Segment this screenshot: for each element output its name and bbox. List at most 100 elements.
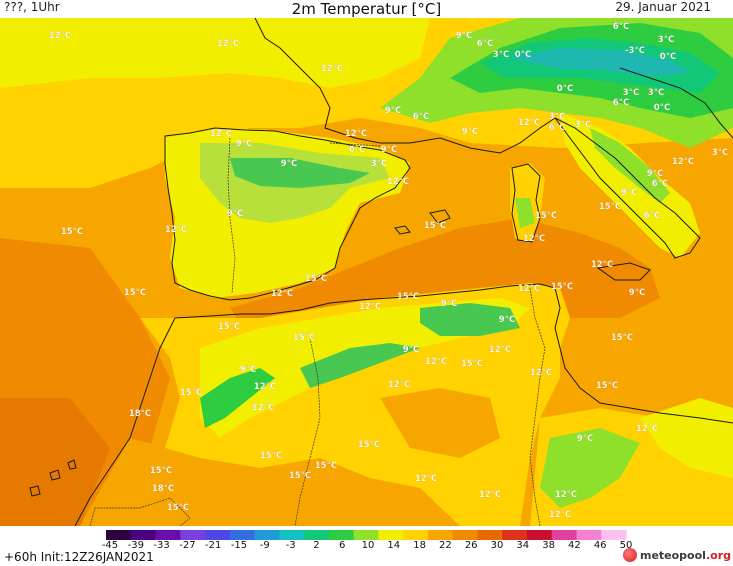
- logo-text: meteopool.org: [640, 549, 731, 562]
- chart-header: ???, 1Uhr 2m Temperatur [°C] 29. Januar …: [0, 0, 733, 18]
- map-title: 2m Temperatur [°C]: [291, 0, 442, 18]
- temperature-label: 12°C: [271, 289, 293, 299]
- temperature-label: 12°C: [518, 284, 540, 294]
- alps-coldest-zone: [510, 48, 690, 76]
- temperature-label: 0°C: [557, 84, 573, 94]
- temperature-label: 15°C: [461, 359, 483, 369]
- scale-tick-label: -33: [153, 540, 170, 551]
- temperature-label: 12°C: [217, 39, 239, 49]
- scale-swatch: [601, 530, 627, 540]
- temperature-label: 12°C: [672, 157, 694, 167]
- atlas-cold-central: [300, 343, 420, 388]
- logo-suffix: .org: [705, 548, 731, 562]
- coastlines: [29, 18, 733, 526]
- temperature-label: 9°C: [240, 365, 256, 375]
- temperature-label: 0°C: [515, 50, 531, 60]
- temperature-label: 12°C: [387, 177, 409, 187]
- tunisia-libya-border: [529, 287, 546, 526]
- temperature-label: 3°C: [493, 50, 509, 60]
- pyrenees-border: [329, 142, 381, 147]
- scale-tick-label: 18: [413, 540, 426, 551]
- italy-apennines: [590, 128, 670, 203]
- east-yellow-zone: [640, 398, 733, 478]
- scale-tick-label: -9: [259, 540, 270, 551]
- scale-tick-label: 10: [361, 540, 375, 551]
- temperature-label: 6°C: [644, 211, 660, 221]
- scale-swatch: [279, 530, 305, 540]
- temperature-map: 12°C 12°C 12°C 9°C 6°C 3°C 0°C 6°C 3°C -3°C 0°C 0°C…: [0, 18, 733, 526]
- iberia-coastline: [164, 127, 411, 301]
- temperature-label: 6°C: [349, 145, 365, 155]
- meteopool-logo[interactable]: meteopool.org: [622, 546, 731, 564]
- temperature-label: 12°C: [254, 382, 276, 392]
- scale-swatch: [254, 530, 280, 540]
- temperature-label: 6°C: [477, 39, 493, 49]
- temperature-label: 15°C: [305, 274, 327, 284]
- sardinia-coastline: [511, 163, 541, 243]
- scale-tick-label: 22: [439, 540, 452, 551]
- france-coastline: [254, 18, 556, 154]
- scale-tick-label: -45: [101, 540, 119, 551]
- scale-tick-label: 46: [593, 540, 607, 551]
- temperature-label: 15°C: [611, 333, 633, 343]
- temperature-label: 6°C: [549, 123, 565, 133]
- temperature-label: 9°C: [281, 159, 297, 169]
- scale-tick-label: -21: [205, 540, 222, 551]
- scale-swatch: [427, 530, 454, 540]
- logo-brand: meteopool: [639, 548, 706, 562]
- temperature-label: 15°C: [124, 288, 146, 298]
- scale-tick-label: 42: [568, 540, 581, 551]
- temperature-label: 15°C: [260, 451, 282, 461]
- temperature-label: 12°C: [321, 64, 343, 74]
- temperature-label: 18°C: [152, 484, 174, 494]
- temperature-label: 0°C: [660, 52, 676, 62]
- temperature-label: 9°C: [441, 299, 457, 309]
- temperature-label: 15°C: [289, 471, 311, 481]
- color-scale-ticks: -45 -39 -33 -27 -21 -15 -9 -3 2 6 10 14 18 22 26 30 34 38…: [102, 540, 633, 552]
- temperature-label: 9°C: [236, 139, 252, 149]
- temperature-label: 12°C: [49, 31, 71, 41]
- temperature-label: 15°C: [551, 282, 573, 292]
- footer: -45 -39 -33 -27 -21 -15 -9 -3 2 6 10 14 18 22 26 30 34 38…: [0, 526, 733, 566]
- temperature-label: 12°C: [555, 490, 577, 500]
- temperature-label: 15°C: [167, 503, 189, 513]
- scale-tick-label: 2: [313, 540, 320, 551]
- atlas-cold-east: [420, 303, 520, 336]
- temperature-label: 12°C: [549, 510, 571, 520]
- balearic-island-small: [394, 225, 411, 235]
- temperature-label: 9°C: [577, 434, 593, 444]
- temperature-label: 9°C: [647, 169, 663, 179]
- scale-swatch: [551, 530, 577, 540]
- temperature-label: 6°C: [613, 22, 629, 32]
- scale-swatch: [353, 530, 379, 540]
- scale-tick-label: -39: [127, 540, 144, 551]
- scale-tick-label: 6: [339, 540, 346, 551]
- temperature-label: 12°C: [489, 345, 511, 355]
- temperature-label: 9°C: [456, 31, 472, 41]
- temperature-label: 15°C: [397, 292, 419, 302]
- portugal-border: [227, 137, 236, 294]
- temperature-label: 12°C: [415, 474, 437, 484]
- temperature-label: 3°C: [712, 148, 728, 158]
- scale-swatch: [526, 530, 553, 540]
- temperature-label: 12°C: [591, 260, 613, 270]
- temperature-label: 15°C: [218, 322, 240, 332]
- temperature-label: 15°C: [596, 381, 618, 391]
- temperature-label: 15°C: [535, 211, 557, 221]
- scale-swatch: [378, 530, 404, 540]
- sicily-coastline: [596, 262, 651, 281]
- scale-tick-label: 30: [490, 540, 504, 551]
- temperature-label: 12°C: [359, 302, 381, 312]
- italy-coastline: [554, 117, 701, 259]
- logo-dot-icon: [622, 548, 637, 562]
- temperature-label: 9°C: [403, 345, 419, 355]
- temperature-map-svg: 12°C12°C12°C9°C6°C3°C 0°C6°C3°C-3°C0°C0°C…: [0, 18, 733, 526]
- temperature-label: 15°C: [293, 333, 315, 343]
- temperature-label: 3°C: [623, 88, 639, 98]
- temperature-label: 0°C: [654, 103, 670, 113]
- temperature-label: 9°C: [227, 209, 243, 219]
- adriatic-coastline: [619, 67, 733, 139]
- scale-tick-label: -27: [179, 540, 196, 551]
- scale-tick-label: -15: [230, 540, 248, 551]
- temperature-label: 9°C: [462, 127, 478, 137]
